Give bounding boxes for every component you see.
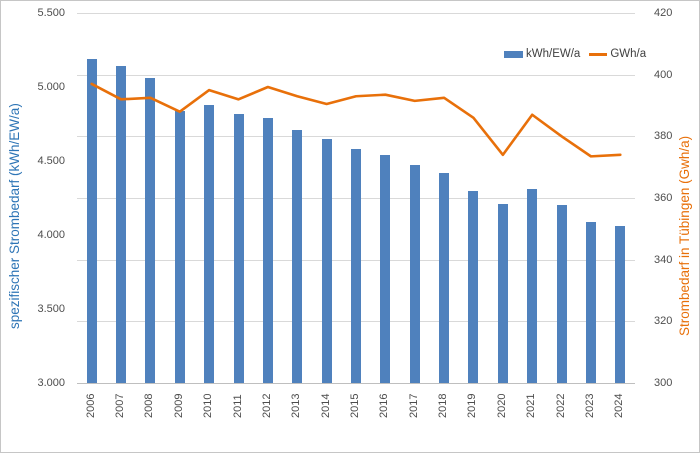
x-axis-label-2012: 2012 [260,393,273,418]
bar-2019 [468,190,479,383]
bar-2008 [145,78,156,383]
bar-2017 [409,165,420,383]
right-axis-tick: 360 [654,192,673,204]
x-axis-label-2009: 2009 [172,393,185,418]
x-axis-label-2013: 2013 [290,393,303,418]
x-axis-line [77,383,635,384]
line-series-swatch-icon [589,52,608,56]
x-axis-label-2015: 2015 [349,393,361,418]
left-axis-tick: 3.000 [37,377,65,389]
x-axis-label-2023: 2023 [583,393,596,418]
bar-2009 [174,110,185,383]
bar-2012 [262,118,273,383]
x-axis-label-2014: 2014 [319,393,332,418]
bar-2011 [233,113,244,383]
x-axis-label-2024: 2024 [613,393,626,418]
right-axis-tick: 420 [654,7,673,19]
x-axis-label-2018: 2018 [437,393,450,418]
bar-2016 [380,155,391,383]
x-axis-label-2022: 2022 [554,393,567,418]
x-axis-label-2021: 2021 [525,393,538,418]
bar-2022 [556,205,567,383]
left-axis-tick: 5.500 [37,7,65,19]
right-axis-tick: 340 [654,253,673,266]
x-axis-label-2017: 2017 [407,393,420,418]
gridline [77,136,635,138]
right-axis-tick: 400 [654,68,673,81]
bar-2007 [116,66,127,383]
x-axis-label-2008: 2008 [143,393,156,418]
x-axis-label-2007: 2007 [114,393,127,418]
left-axis-tick: 4.000 [37,229,65,241]
x-axis-label-2019: 2019 [466,393,479,418]
bar-2010 [204,104,215,383]
left-axis-tick: 3.500 [37,303,65,315]
left-axis-tick: 5.000 [37,81,65,93]
bar-2020 [497,203,508,383]
right-axis-tick: 320 [654,315,673,328]
bar-2013 [292,129,303,383]
x-axis-label-2020: 2020 [495,393,508,418]
legend-label-line-series: GWh/a [610,48,647,60]
left-axis-tick: 4.500 [37,155,65,167]
x-axis-label-2010: 2010 [202,393,215,418]
gridline [77,74,635,76]
right-axis-tick: 300 [654,377,673,389]
x-axis-label-2011: 2011 [231,394,244,418]
bar-2021 [527,189,538,383]
bar-2018 [439,172,450,383]
legend-item-line-series: GWh/a [589,48,646,60]
legend-label-bar-series: kWh/EW/a [526,48,581,60]
bar-2024 [615,226,626,383]
legend-item-bar-series: kWh/EW/a [504,48,580,60]
bar-2015 [351,149,361,383]
x-axis-label-2006: 2006 [84,393,97,418]
legend: kWh/EW/a GWh/a [504,48,646,60]
x-axis-label-2016: 2016 [378,393,391,418]
right-axis-tick: 380 [654,130,673,143]
bar-2006 [86,58,97,383]
bar-2014 [321,138,332,383]
bar-series-swatch-icon [504,50,523,58]
bar-2023 [585,221,596,383]
gridline [77,13,635,14]
